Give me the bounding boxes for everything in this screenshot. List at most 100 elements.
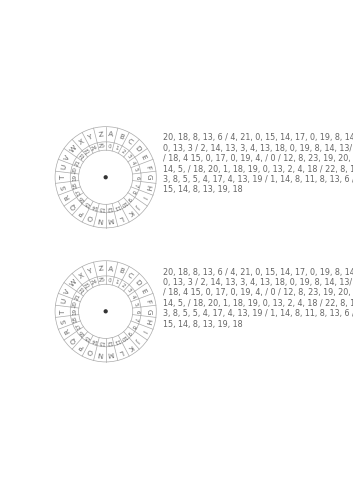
Text: M: M — [107, 216, 114, 223]
Text: G: G — [145, 174, 151, 180]
Text: N: N — [97, 216, 104, 223]
Text: 10: 10 — [119, 333, 128, 341]
Text: Y: Y — [88, 268, 94, 275]
Text: 14, 5, / 18, 20, 1, 18, 19, 0, 13, 2, 4, 18 / 22, 8, 19, 7 /: 14, 5, / 18, 20, 1, 18, 19, 0, 13, 2, 4,… — [163, 164, 353, 173]
Text: 9: 9 — [126, 329, 132, 335]
Circle shape — [70, 142, 141, 212]
Text: R: R — [64, 328, 72, 335]
Text: V: V — [64, 288, 72, 295]
Text: 24: 24 — [90, 144, 99, 152]
Text: I: I — [140, 329, 147, 334]
Text: 20: 20 — [72, 166, 79, 174]
Text: 22: 22 — [78, 286, 86, 295]
Text: 24: 24 — [90, 278, 99, 286]
Text: Z: Z — [98, 132, 103, 138]
Text: V: V — [64, 154, 72, 161]
Text: 6: 6 — [134, 310, 139, 313]
Text: 20: 20 — [72, 300, 79, 308]
Text: O: O — [87, 214, 94, 221]
Text: T: T — [60, 175, 66, 180]
Text: 21: 21 — [74, 292, 82, 301]
Text: 15: 15 — [84, 199, 92, 207]
Text: 12: 12 — [106, 340, 113, 345]
Text: 22: 22 — [78, 152, 86, 161]
Text: P: P — [78, 209, 85, 216]
Text: J: J — [135, 337, 140, 342]
Text: Q: Q — [70, 202, 78, 209]
Text: 18: 18 — [72, 180, 79, 188]
Text: O: O — [87, 348, 94, 355]
Text: 0: 0 — [107, 144, 112, 149]
Text: F: F — [144, 164, 151, 170]
Text: 4: 4 — [130, 160, 136, 166]
Circle shape — [55, 260, 156, 362]
Text: 4: 4 — [130, 294, 136, 300]
Text: 3, 8, 5, 5, 4, 17, 4, 13, 19 / 1, 14, 8, 11, 8, 13, 6 /: 3, 8, 5, 5, 4, 17, 4, 13, 19 / 1, 14, 8,… — [163, 175, 353, 184]
Text: K: K — [126, 342, 134, 350]
Text: 6: 6 — [134, 176, 139, 179]
Text: 8: 8 — [130, 323, 136, 328]
Text: H: H — [144, 184, 151, 191]
Text: S: S — [61, 184, 68, 190]
Text: 10: 10 — [119, 199, 128, 207]
Text: Y: Y — [88, 134, 94, 141]
Circle shape — [70, 276, 141, 346]
Text: M: M — [107, 350, 114, 357]
Text: P: P — [78, 343, 85, 350]
Text: I: I — [140, 195, 147, 200]
Text: E: E — [140, 154, 147, 161]
Text: 0: 0 — [107, 278, 112, 283]
Text: 5: 5 — [133, 302, 139, 306]
Text: 1: 1 — [114, 145, 119, 151]
Text: 14, 5, / 18, 20, 1, 18, 19, 0, 13, 2, 4, 18 / 22, 8, 19, 7 /: 14, 5, / 18, 20, 1, 18, 19, 0, 13, 2, 4,… — [163, 298, 353, 308]
Text: / 18, 4 15, 0, 17, 0, 19, 4, / 0 / 12, 8, 23, 19, 20, 17, 4 /: / 18, 4 15, 0, 17, 0, 19, 4, / 0 / 12, 8… — [163, 288, 353, 298]
Text: 15, 14, 8, 13, 19, 18: 15, 14, 8, 13, 19, 18 — [163, 320, 243, 328]
Text: 18: 18 — [72, 315, 79, 323]
Text: T: T — [60, 309, 66, 314]
Text: 25: 25 — [98, 144, 106, 150]
Text: 17: 17 — [74, 322, 82, 330]
Text: R: R — [64, 194, 72, 200]
Text: 12: 12 — [106, 206, 113, 211]
Text: D: D — [133, 145, 142, 153]
Text: 3: 3 — [126, 154, 132, 160]
Text: A: A — [108, 132, 114, 138]
Text: 11: 11 — [113, 337, 121, 344]
Text: 9: 9 — [126, 195, 132, 201]
Text: 1: 1 — [114, 280, 119, 285]
Text: 23: 23 — [84, 282, 92, 290]
Text: L: L — [118, 348, 124, 355]
Text: L: L — [118, 214, 124, 221]
Circle shape — [104, 176, 107, 178]
Text: 5: 5 — [133, 168, 139, 172]
Text: U: U — [61, 164, 68, 170]
Text: 16: 16 — [78, 328, 86, 336]
Text: 19: 19 — [72, 174, 77, 181]
Text: / 18, 4 15, 0, 17, 0, 19, 4, / 0 / 12, 8, 23, 19, 20, 17, 4 /: / 18, 4 15, 0, 17, 0, 19, 4, / 0 / 12, 8… — [163, 154, 353, 164]
Text: C: C — [126, 272, 134, 280]
Text: C: C — [126, 138, 134, 146]
Text: 15, 14, 8, 13, 19, 18: 15, 14, 8, 13, 19, 18 — [163, 186, 243, 194]
Text: 20, 18, 8, 13, 6 / 4, 21, 0, 15, 14, 17, 0, 19, 8, 14, 13 /: 20, 18, 8, 13, 6 / 4, 21, 0, 15, 14, 17,… — [163, 134, 353, 142]
Text: B: B — [118, 268, 124, 275]
Text: 19: 19 — [72, 308, 77, 315]
Text: Z: Z — [98, 266, 103, 272]
Text: 23: 23 — [84, 148, 92, 156]
Text: B: B — [118, 134, 124, 141]
Text: 11: 11 — [113, 203, 121, 210]
Text: F: F — [144, 298, 151, 304]
Text: E: E — [140, 288, 147, 295]
Text: W: W — [69, 278, 78, 287]
Text: W: W — [69, 144, 78, 154]
Text: J: J — [135, 203, 140, 208]
Text: 7: 7 — [133, 182, 139, 187]
Text: X: X — [78, 138, 85, 146]
Circle shape — [79, 284, 133, 339]
Text: H: H — [144, 318, 151, 325]
Text: U: U — [61, 298, 68, 304]
Text: 3, 8, 5, 5, 4, 17, 4, 13, 19 / 1, 14, 8, 11, 8, 13, 6 /: 3, 8, 5, 5, 4, 17, 4, 13, 19 / 1, 14, 8,… — [163, 309, 353, 318]
Text: 20, 18, 8, 13, 6 / 4, 21, 0, 15, 14, 17, 0, 19, 8, 14, 13 /: 20, 18, 8, 13, 6 / 4, 21, 0, 15, 14, 17,… — [163, 268, 353, 276]
Text: S: S — [61, 318, 68, 324]
Text: A: A — [108, 266, 114, 272]
Text: 21: 21 — [74, 158, 82, 167]
